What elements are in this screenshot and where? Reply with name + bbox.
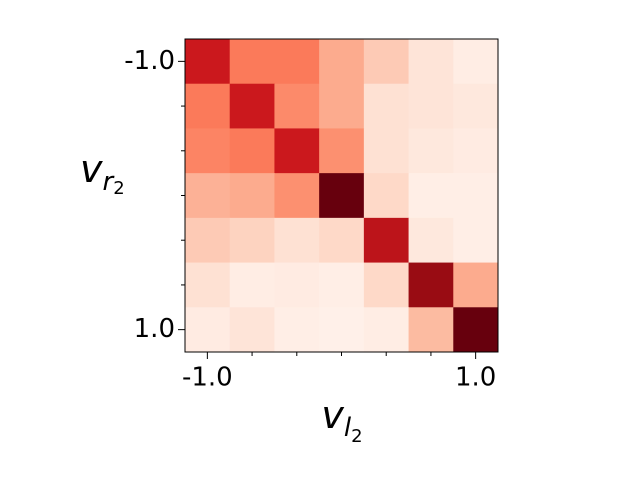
heatmap-cell [319, 83, 365, 129]
heatmap-cell [185, 262, 231, 308]
heatmap-cell [274, 128, 320, 174]
heatmap-cell [453, 83, 499, 129]
y-label-base: v [80, 147, 103, 191]
heatmap-cell [319, 39, 365, 85]
heatmap-cell [408, 173, 454, 219]
heatmap-cell [453, 173, 499, 219]
x-tick-label: 1.0 [455, 363, 496, 393]
x-label-sub: l [344, 413, 352, 443]
x-axis-label: vl2 [321, 393, 362, 447]
heatmap-cell [274, 262, 320, 308]
heatmap-cell [408, 39, 454, 85]
heatmap-cell [408, 307, 454, 353]
heatmap-cell [185, 83, 231, 129]
heatmap-cell [229, 307, 275, 353]
heatmap-cell [453, 262, 499, 308]
heatmap-cell [185, 307, 231, 353]
heatmap-cell [453, 217, 499, 264]
heatmap-cell [274, 39, 320, 85]
heatmap-cell [274, 307, 320, 353]
heatmap-cell [363, 83, 410, 129]
heatmap-cell [319, 217, 365, 264]
heatmap-cell [319, 173, 365, 219]
x-label-subsub: 2 [351, 426, 362, 447]
heatmap-cell [185, 217, 231, 264]
heatmap-cell [319, 307, 365, 353]
heatmap-cell [453, 128, 499, 174]
y-tick-label: 1.0 [134, 314, 175, 344]
heatmap-cell [363, 173, 410, 219]
y-label-subsub: 2 [113, 178, 124, 199]
heatmap-cell [185, 173, 231, 219]
heatmap-cell [185, 128, 231, 174]
heatmap-cell [319, 262, 365, 308]
heatmap-cell [229, 173, 275, 219]
heatmap-cell [453, 307, 499, 353]
heatmap-cell [408, 83, 454, 129]
heatmap-cell [229, 262, 275, 308]
heatmap-cell [229, 217, 275, 264]
x-label-base: v [321, 393, 344, 437]
y-label-sub: r [103, 167, 116, 197]
heatmap-cell [274, 83, 320, 129]
heatmap-cell [363, 307, 410, 353]
heatmap-cell [319, 128, 365, 174]
heatmap-cell [453, 39, 499, 85]
heatmap-cell [408, 128, 454, 174]
x-tick-label: -1.0 [182, 363, 233, 393]
heatmap-cell [229, 128, 275, 174]
heatmap-cell [229, 83, 275, 129]
heatmap-cell [274, 217, 320, 264]
y-tick-label: -1.0 [124, 46, 175, 76]
y-axis-label: vr2 [80, 147, 125, 199]
heatmap-cell [185, 39, 231, 85]
heatmap-cell [363, 217, 410, 264]
heatmap-cell [363, 262, 410, 308]
heatmap-cell [363, 39, 410, 85]
heatmap-cell [408, 262, 454, 308]
heatmap-cell [363, 128, 410, 174]
heatmap [185, 39, 499, 353]
heatmap-cell [229, 39, 275, 85]
heatmap-cell [408, 217, 454, 264]
heatmap-cell [274, 173, 320, 219]
